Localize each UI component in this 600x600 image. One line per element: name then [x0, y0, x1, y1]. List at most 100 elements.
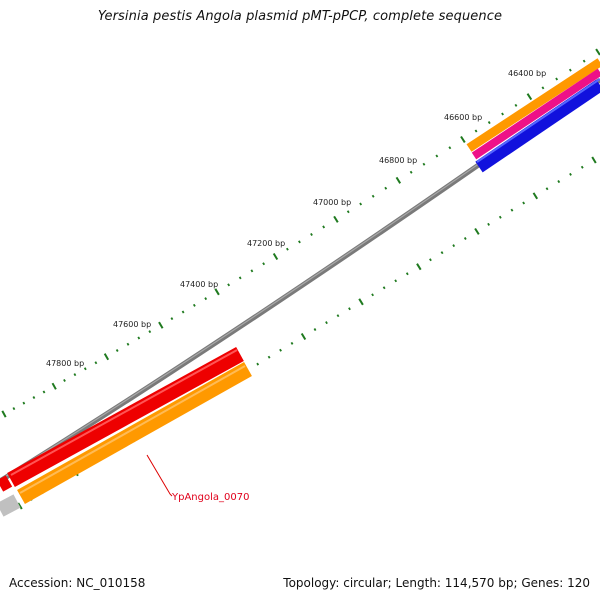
gene-blue-right-highlight — [476, 78, 600, 163]
minor-tick — [22, 401, 26, 405]
minor-tick — [522, 201, 526, 205]
minor-tick — [83, 367, 87, 371]
major-tick — [474, 227, 480, 235]
major-tick — [460, 135, 466, 143]
minor-tick — [498, 215, 502, 219]
position-label-47200: 47200 bp — [247, 239, 285, 248]
major-tick — [333, 215, 339, 223]
minor-tick — [382, 286, 386, 290]
minor-tick — [448, 146, 452, 150]
minor-tick — [435, 154, 439, 158]
minor-tick — [569, 172, 572, 176]
map-title: Yersinia pestis Angola plasmid pMT-pPCP,… — [97, 9, 503, 24]
minor-tick — [501, 112, 504, 116]
position-label-46400: 46400 bp — [508, 69, 546, 78]
gene-callout-label[interactable]: YpAngola_0070 — [171, 492, 249, 503]
minor-tick — [115, 349, 119, 352]
minor-tick — [256, 362, 260, 366]
minor-tick — [148, 330, 152, 334]
minor-tick — [126, 342, 130, 346]
major-tick — [158, 321, 164, 329]
minor-tick — [322, 225, 326, 229]
minor-tick — [279, 348, 282, 352]
minor-tick — [286, 247, 289, 251]
minor-tick — [325, 321, 328, 325]
minor-tick — [557, 180, 561, 184]
position-label-47000: 47000 bp — [313, 198, 351, 207]
major-tick — [272, 252, 279, 261]
position-label-47400: 47400 bp — [180, 280, 218, 289]
minor-tick — [409, 170, 413, 174]
minor-tick — [440, 251, 444, 255]
minor-tick — [429, 258, 432, 262]
minor-tick — [405, 272, 409, 276]
major-tick — [591, 156, 597, 164]
minor-tick — [555, 77, 559, 81]
minor-tick — [298, 240, 301, 244]
gene-orange-left-highlight — [19, 365, 246, 494]
minor-tick — [452, 244, 456, 248]
accession-text: Accession: NC_010158 — [9, 576, 146, 590]
major-tick — [214, 288, 220, 296]
minor-tick — [422, 162, 426, 166]
major-tick — [17, 502, 23, 510]
minor-tick — [313, 328, 317, 332]
minor-tick — [250, 269, 254, 273]
minor-tick — [568, 68, 572, 72]
minor-tick — [487, 121, 491, 125]
minor-tick — [238, 276, 242, 280]
minor-tick — [42, 390, 46, 394]
gene-orange-right[interactable] — [466, 58, 600, 152]
minor-tick — [394, 279, 398, 283]
minor-tick — [487, 222, 490, 226]
major-tick — [1, 410, 7, 418]
minor-tick — [510, 208, 514, 212]
major-tick — [526, 93, 533, 101]
minor-tick — [262, 262, 266, 266]
minor-tick — [192, 303, 196, 307]
minor-tick — [541, 86, 545, 90]
position-label-46600: 46600 bp — [444, 113, 482, 122]
minor-tick — [463, 237, 467, 240]
major-tick — [103, 353, 110, 361]
major-tick — [395, 176, 402, 184]
major-tick — [51, 382, 57, 390]
minor-tick — [545, 187, 549, 191]
major-tick — [532, 192, 539, 200]
major-tick — [416, 263, 422, 271]
minor-tick — [359, 202, 363, 206]
minor-tick — [227, 283, 231, 287]
minor-tick — [384, 186, 388, 190]
gene-red-left[interactable] — [7, 346, 244, 488]
minor-tick — [310, 232, 313, 236]
position-label-47800: 47800 bp — [46, 359, 84, 368]
minor-tick — [181, 310, 185, 314]
minor-tick — [371, 293, 374, 297]
minor-tick — [290, 341, 294, 345]
minor-tick — [474, 129, 478, 133]
minor-tick — [73, 373, 77, 377]
gene-red-left-highlight — [10, 349, 238, 476]
minor-tick — [32, 396, 36, 400]
minor-tick — [267, 355, 271, 359]
gene-grey-left[interactable] — [0, 494, 21, 517]
minor-tick — [94, 361, 98, 365]
minor-tick — [580, 165, 584, 169]
minor-tick — [348, 307, 351, 311]
minor-tick — [137, 336, 141, 340]
minor-tick — [170, 317, 174, 321]
major-tick — [358, 298, 364, 306]
position-label-46800: 46800 bp — [379, 156, 417, 165]
outer-tick-track — [1, 48, 600, 418]
gene-blue-right[interactable] — [475, 79, 600, 173]
gene-red-left-stub[interactable] — [0, 475, 13, 492]
gene-orange-left[interactable] — [17, 362, 252, 504]
minor-tick — [63, 378, 66, 382]
minor-tick — [371, 194, 375, 198]
minor-tick — [346, 210, 350, 214]
major-tick — [595, 48, 600, 56]
topology-summary-text: Topology: circular; Length: 114,570 bp; … — [283, 576, 590, 590]
minor-tick — [514, 103, 518, 107]
gene-magenta-right[interactable] — [471, 68, 600, 160]
